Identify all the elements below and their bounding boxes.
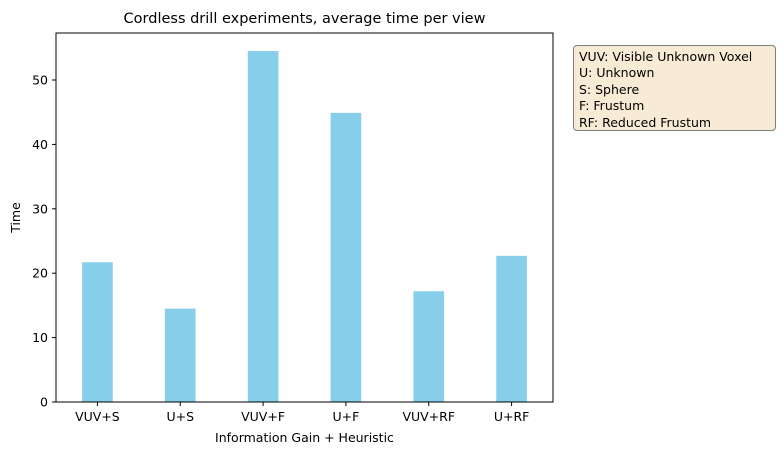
legend-line-f: F: Frustum	[579, 98, 645, 114]
plot-frame	[55, 32, 554, 403]
x-axis-label: Information Gain + Heuristic	[215, 430, 394, 445]
y-tick-label: 20	[32, 266, 48, 281]
bar-u-rf	[496, 255, 527, 402]
y-tick-label: 40	[32, 137, 48, 152]
x-tick-label: U+F	[333, 409, 360, 424]
y-axis: 0 10 20 30 40 50	[32, 73, 56, 410]
legend-line-vuv: VUV: Visible Unknown Voxel	[579, 49, 753, 64]
bar-vuv-rf	[413, 291, 445, 402]
abbreviation-legend: VUV: Visible Unknown Voxel U: Unknown S:…	[573, 45, 776, 131]
y-tick-label: 10	[32, 330, 48, 345]
legend-line-u: U: Unknown	[579, 65, 655, 81]
y-axis-label: Time	[8, 202, 23, 234]
x-tick-label: VUV+S	[75, 409, 120, 424]
y-tick-label: 30	[32, 201, 48, 216]
y-tick-label: 0	[40, 395, 48, 410]
x-tick-label: VUV+F	[241, 409, 285, 424]
y-tick-label: 50	[32, 73, 48, 88]
x-axis: VUV+S U+S VUV+F U+F VUV+RF U+RF	[75, 402, 529, 424]
x-tick-label: U+RF	[494, 409, 530, 424]
bar-vuv-f	[247, 51, 279, 403]
bar-vuv-s	[82, 262, 113, 402]
bar-u-s	[164, 308, 196, 402]
bar-u-f	[330, 112, 362, 403]
chart-title: Cordless drill experiments, average time…	[124, 11, 486, 27]
legend-line-s: S: Sphere	[579, 81, 640, 97]
legend-line-rf: RF: Reduced Frustum	[579, 114, 712, 130]
x-tick-label: U+S	[166, 409, 194, 424]
x-tick-label: VUV+RF	[402, 409, 455, 424]
bars-group	[82, 51, 527, 403]
